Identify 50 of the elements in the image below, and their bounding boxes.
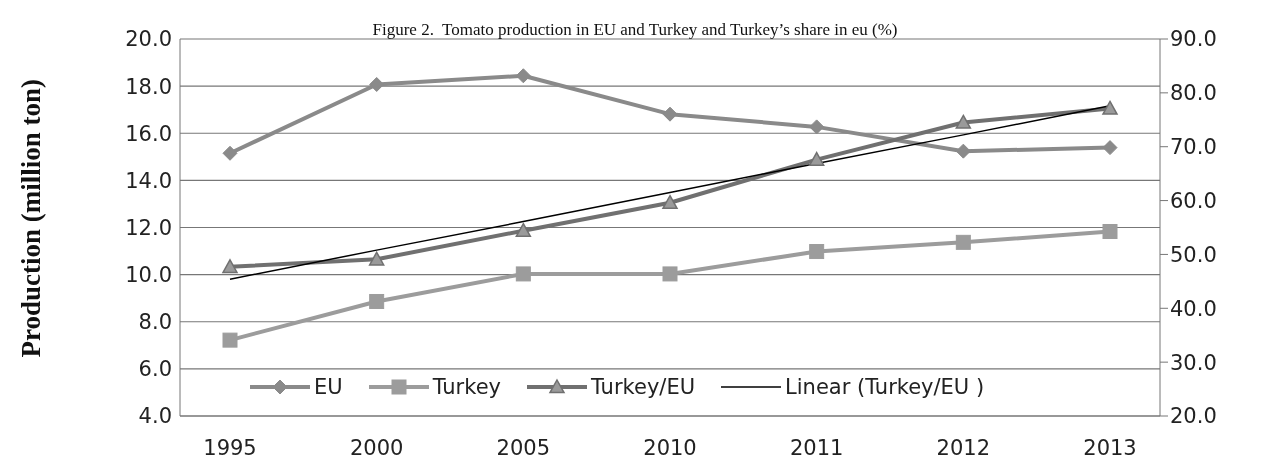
y-axis-title: Production (million ton) (15, 78, 46, 358)
point (1102, 224, 1118, 240)
point (515, 222, 532, 238)
point (222, 145, 238, 161)
point (368, 251, 385, 266)
x-tick-label: 2013 (1083, 435, 1137, 460)
x-tick-label: 1995 (203, 435, 257, 460)
point (955, 114, 972, 129)
point (1102, 140, 1118, 156)
legend-label: EU (314, 375, 343, 399)
legend-label: Turkey/EU (590, 375, 696, 399)
point (808, 151, 825, 166)
legend-label: Turkey (432, 375, 501, 399)
x-tick-label: 2005 (496, 435, 551, 460)
y2-tick-label: 80.0 (1170, 81, 1217, 106)
chart-title: Figure 2. Tomato production in EU and Turkey and Turkey’s share in eu (%) (372, 20, 898, 39)
y-tick-label: 18.0 (125, 74, 172, 99)
point (662, 106, 678, 122)
point (809, 119, 825, 135)
y2-tick-label: 30.0 (1170, 350, 1217, 375)
point (222, 259, 238, 274)
y2-tick-label: 70.0 (1170, 135, 1217, 160)
y-tick-label: 16.0 (125, 121, 172, 146)
point (222, 332, 238, 348)
point (515, 266, 531, 282)
y-tick-label: 20.0 (125, 27, 172, 52)
y-tick-label: 14.0 (125, 168, 172, 193)
y-tick-label: 4.0 (138, 404, 172, 429)
point (809, 244, 825, 260)
x-tick-label: 2011 (789, 435, 844, 460)
point (1102, 100, 1118, 115)
y2-tick-label: 90.0 (1170, 27, 1217, 52)
y-tick-label: 12.0 (125, 215, 172, 240)
y2-tick-label: 60.0 (1170, 189, 1217, 214)
point (515, 68, 531, 84)
x-tick-label: 2000 (349, 435, 404, 460)
y-tick-label: 8.0 (138, 310, 172, 335)
point (955, 143, 971, 159)
point (955, 234, 971, 250)
legend-label: Linear (Turkey/EU ) (785, 375, 985, 399)
x-tick-label: 2010 (643, 435, 697, 460)
x-tick-label: 2012 (936, 435, 991, 460)
y2-tick-label: 40.0 (1170, 296, 1217, 321)
point (662, 266, 678, 282)
point (662, 194, 678, 210)
y2-tick-label: 50.0 (1170, 242, 1217, 267)
y-tick-label: 6.0 (138, 357, 172, 382)
y-tick-label: 10.0 (125, 263, 172, 288)
point (369, 293, 385, 309)
y2-tick-label: 20.0 (1170, 404, 1217, 429)
